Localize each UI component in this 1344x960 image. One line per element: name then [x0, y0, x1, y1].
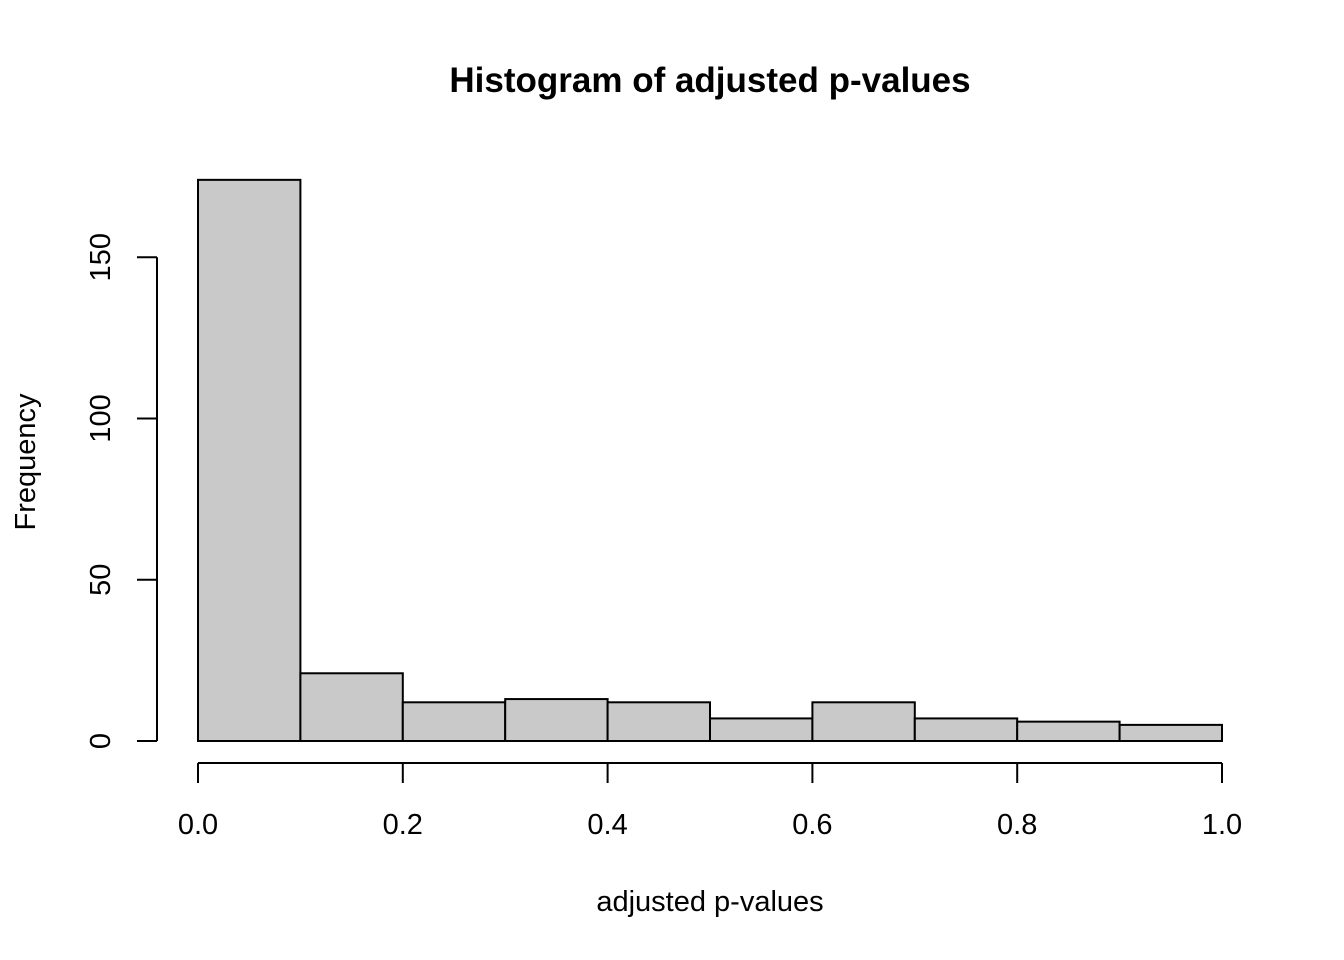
x-axis: 0.0 0.2 0.4 0.6 0.8 1.0: [178, 762, 1242, 841]
y-tick-label-0: 0: [85, 733, 117, 749]
x-tick-label-0: 0.0: [178, 809, 218, 841]
y-tick-label-3: 150: [85, 233, 117, 281]
histogram-bar-8: [1016, 720, 1121, 743]
x-axis-label: adjusted p-values: [596, 886, 823, 918]
histogram-bar-7: [913, 717, 1019, 742]
y-axis: 0 50 100 150: [85, 233, 158, 749]
x-tick-label-5: 1.0: [1202, 809, 1242, 841]
histogram-bar-3: [504, 698, 609, 743]
x-tick-label-3: 0.6: [792, 809, 832, 841]
histogram-bar-1: [299, 672, 404, 743]
x-tick-label-1: 0.2: [383, 809, 423, 841]
y-tick-label-1: 50: [85, 564, 117, 596]
x-tick-label-4: 0.8: [997, 809, 1037, 841]
histogram-bar-9: [1118, 723, 1223, 742]
y-tick-label-2: 100: [85, 394, 117, 442]
histogram-bar-0: [197, 178, 302, 743]
histogram-bar-5: [709, 717, 814, 742]
bars-group: [197, 178, 1223, 743]
x-tick-label-2: 0.4: [587, 809, 627, 841]
chart-title: Histogram of adjusted p-values: [449, 61, 970, 100]
histogram-bar-2: [401, 701, 507, 742]
histogram-bar-6: [811, 701, 916, 742]
y-axis-label: Frequency: [10, 393, 42, 531]
histogram-bar-4: [606, 701, 711, 742]
